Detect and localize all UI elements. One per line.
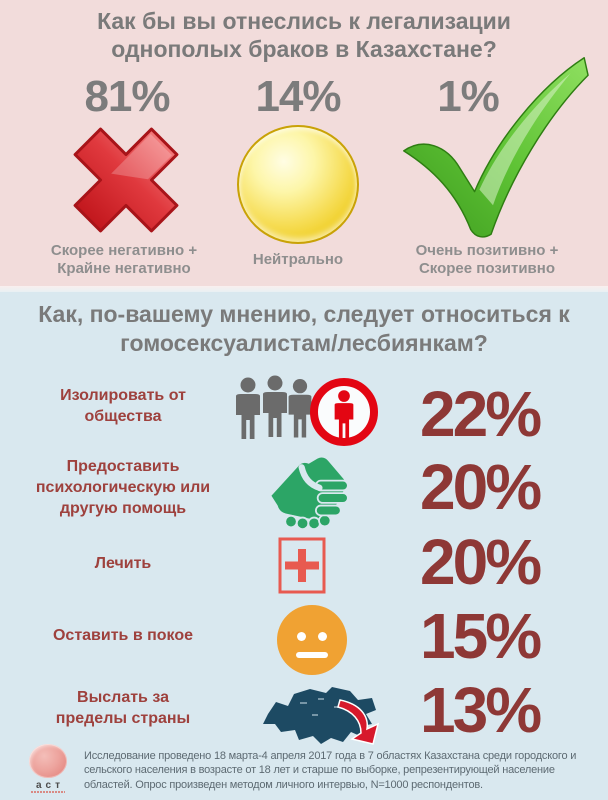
section-legalization-question: Как бы вы отнеслись к легализации однопо… bbox=[0, 0, 608, 292]
q2-label-leave-alone: Оставить в покое bbox=[52, 627, 194, 644]
face-eye-left bbox=[297, 632, 306, 641]
face-mouth bbox=[296, 652, 328, 658]
ast-logo-subtext bbox=[31, 791, 65, 793]
q2-value-leave-alone: 15% bbox=[420, 600, 542, 672]
q2-label-expel: Выслать за пределы страны bbox=[55, 689, 191, 727]
q1-caption-neutral: Нейтрально bbox=[252, 251, 344, 268]
medical-cross-icon bbox=[278, 537, 326, 594]
q1-caption-positive: Очень позитивно + Скорее позитивно bbox=[415, 242, 559, 278]
q1-value-positive: 1% bbox=[437, 72, 500, 121]
q1-value-neutral: 14% bbox=[255, 72, 341, 121]
methodology-note: Исследование проведено 18 марта-4 апреля… bbox=[84, 750, 577, 791]
isolate-people-icon bbox=[236, 375, 378, 446]
face-eye-right bbox=[318, 632, 327, 641]
q1-value-negative: 81% bbox=[84, 72, 170, 121]
q1-title: Как бы вы отнеслись к легализации однопо… bbox=[97, 8, 511, 63]
yellow-circle-icon bbox=[237, 125, 359, 244]
green-check-icon bbox=[403, 57, 589, 238]
q2-label-help: Предоставить психологическую или другую … bbox=[35, 458, 211, 517]
q2-title: Как, по-вашему мнению, следует относитьс… bbox=[38, 301, 570, 356]
q2-label-treat: Лечить bbox=[94, 555, 152, 572]
ast-logo: аст bbox=[26, 744, 70, 793]
q2-value-isolate: 22% bbox=[420, 378, 542, 450]
helping-hands-icon bbox=[271, 457, 349, 530]
q2-label-isolate: Изолировать от общества bbox=[60, 387, 186, 425]
q2-value-treat: 20% bbox=[420, 526, 542, 598]
ast-logo-text: аст bbox=[35, 780, 65, 791]
q2-value-expel: 13% bbox=[420, 674, 542, 746]
ast-logo-mark bbox=[29, 744, 67, 778]
q1-caption-negative: Скорее негативно + Крайне негативно bbox=[50, 242, 198, 278]
neutral-face-icon bbox=[277, 605, 347, 675]
red-cross-icon bbox=[73, 127, 179, 233]
kazakhstan-map-arrow-icon bbox=[263, 687, 380, 745]
q2-value-help: 20% bbox=[420, 451, 542, 523]
